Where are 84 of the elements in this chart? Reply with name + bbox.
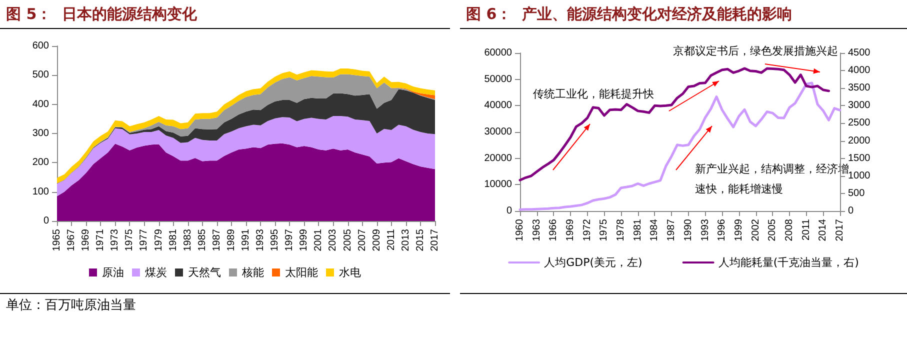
y-tick-label: 400 [32, 98, 50, 110]
y-tick-label: 10000 [484, 179, 512, 190]
x-tick-label: 1993 [255, 228, 266, 252]
y-tick-label: 300 [32, 128, 50, 139]
x-tick-label: 1993 [700, 218, 711, 242]
x-tick-label: 2011 [800, 218, 812, 241]
x-tick-label: 1984 [649, 218, 660, 242]
legend-label: 核能 [241, 266, 264, 279]
y2-tick-label: 0 [848, 206, 854, 216]
y-tick-label: 0 [43, 216, 50, 226]
legend-label: 人均GDP(美元，左) [544, 256, 642, 269]
x-tick-label: 2007 [356, 228, 368, 252]
y2-tick-label: 3000 [848, 100, 871, 112]
chart-title: 图 6： 产业、能源结构变化对经济及能耗的影响 [460, 0, 907, 29]
x-tick-label: 1971 [95, 228, 106, 252]
y2-tick-label: 4000 [848, 65, 871, 76]
y-tick-label: 0 [506, 206, 512, 216]
legend-label: 水电 [339, 266, 361, 279]
x-tick-label: 1989 [226, 228, 237, 252]
x-tick-label: 1977 [138, 228, 150, 252]
x-tick-label: 2002 [750, 218, 762, 242]
y2-tick-label: 4500 [848, 48, 871, 58]
y-tick-label: 60000 [484, 48, 512, 58]
x-tick-label: 2011 [386, 228, 397, 251]
y2-tick-label: 3500 [848, 82, 871, 94]
x-tick-label: 1985 [196, 228, 208, 252]
x-tick-label: 1975 [598, 218, 610, 242]
x-tick-label: 2013 [400, 228, 412, 252]
y2-tick-label: 2000 [848, 135, 871, 146]
x-tick-label: 1987 [211, 228, 222, 252]
y-tick-label: 30000 [484, 126, 512, 138]
annotation: 京都议定书后，绿色发展措施兴起 [673, 44, 838, 58]
legend-label: 太阳能 [285, 266, 318, 279]
y-tick-label: 500 [32, 70, 50, 81]
legend-label: 人均能耗量(千克油当量，右) [718, 256, 859, 269]
x-tick-label: 1996 [716, 218, 728, 242]
x-tick-label: 1969 [565, 218, 576, 242]
y-tick-label: 50000 [484, 74, 512, 85]
x-tick-label: 2001 [313, 228, 324, 252]
x-tick-label: 2014 [818, 218, 829, 242]
y-tick-label: 100 [32, 186, 50, 198]
y-tick-label: 200 [32, 157, 50, 168]
x-tick-label: 1999 [298, 228, 310, 252]
text: 单位：百万吨原油当量 [6, 298, 136, 313]
x-tick-label: 2005 [767, 218, 778, 242]
y-tick-label: 40000 [484, 100, 512, 112]
x-tick-label: 1979 [153, 228, 164, 252]
y2-tick-label: 1500 [848, 152, 871, 164]
x-tick-label: 2017 [834, 218, 846, 242]
x-tick-label: 2005 [342, 228, 354, 252]
x-tick-label: 1990 [682, 218, 694, 242]
x-tick-label: 1963 [531, 218, 542, 242]
x-tick-label: 2015 [414, 228, 426, 252]
x-tick-label: 2003 [328, 228, 339, 252]
x-tick-label: 1973 [110, 228, 121, 252]
x-tick-label: 1987 [666, 218, 678, 242]
x-tick-label: 1960 [514, 218, 526, 242]
x-tick-label: 1972 [582, 218, 593, 242]
y2-tick-label: 1000 [848, 170, 871, 182]
y-tick-label: 20000 [484, 152, 512, 164]
y-tick-label: 600 [32, 40, 50, 52]
y2-tick-label: 2500 [848, 118, 871, 129]
x-tick-label: 1999 [733, 218, 744, 242]
x-tick-label: 1981 [168, 228, 179, 252]
x-tick-label: 1969 [80, 228, 92, 252]
x-tick-label: 2017 [430, 228, 440, 252]
x-tick-label: 2008 [784, 218, 795, 242]
x-tick-label: 1966 [548, 218, 560, 242]
x-tick-label: 1995 [270, 228, 281, 252]
x-tick-label: 1975 [124, 228, 136, 252]
x-tick-label: 1997 [284, 228, 296, 252]
x-tick-label: 1967 [66, 228, 78, 252]
annotation: 传统工业化，能耗提升快 [533, 88, 654, 100]
x-tick-label: 1978 [616, 218, 627, 242]
legend-label: 原油 [102, 266, 124, 279]
x-tick-label: 1981 [632, 218, 644, 242]
x-tick-label: 1991 [240, 228, 252, 252]
x-tick-label: 1965 [52, 228, 62, 252]
legend-label: 天然气 [188, 266, 221, 279]
x-tick-label: 1983 [182, 228, 194, 252]
y2-tick-label: 500 [848, 188, 866, 199]
legend-label: 煤炭 [145, 266, 167, 279]
chart-title: 图 5： 日本的能源结构变化 [0, 0, 450, 29]
x-tick-label: 2009 [371, 228, 382, 252]
